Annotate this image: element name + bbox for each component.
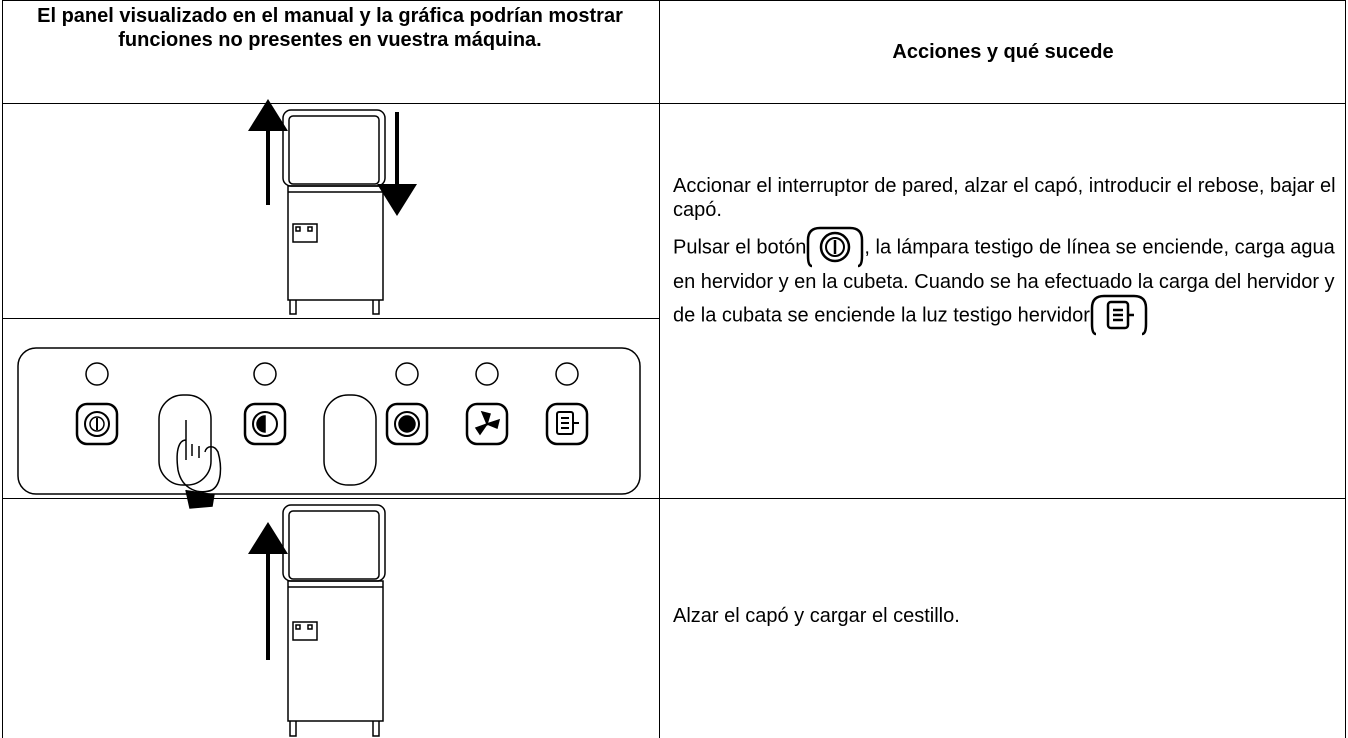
border	[2, 318, 660, 319]
illustrations	[17, 99, 641, 737]
header-cell: El panel visualizado en el manual y la g…	[37, 5, 623, 51]
border	[1345, 0, 1346, 738]
power-icon	[807, 226, 864, 268]
boiler-icon	[1090, 294, 1148, 336]
border	[2, 103, 1346, 104]
header-cell: Acciones y qué sucede	[892, 41, 1114, 63]
text: , la lámpara testigo de línea se enciend…	[673, 236, 1335, 327]
cell-text: Alzar el capó y cargar el cestillo.	[673, 605, 960, 627]
control-panel	[17, 347, 641, 509]
machine	[282, 109, 386, 315]
border	[2, 0, 1346, 1]
border	[2, 0, 3, 738]
border	[2, 498, 1346, 499]
paragraph: Accionar el interruptor de pared, alzar …	[673, 175, 1336, 221]
cell-text: Accionar el interruptor de pared, alzar …	[673, 174, 1338, 338]
machine	[282, 504, 386, 737]
border	[659, 0, 660, 738]
paragraph: Pulsar el botón, la lámpara testigo de l…	[673, 226, 1338, 338]
text: Pulsar el botón	[673, 236, 807, 259]
